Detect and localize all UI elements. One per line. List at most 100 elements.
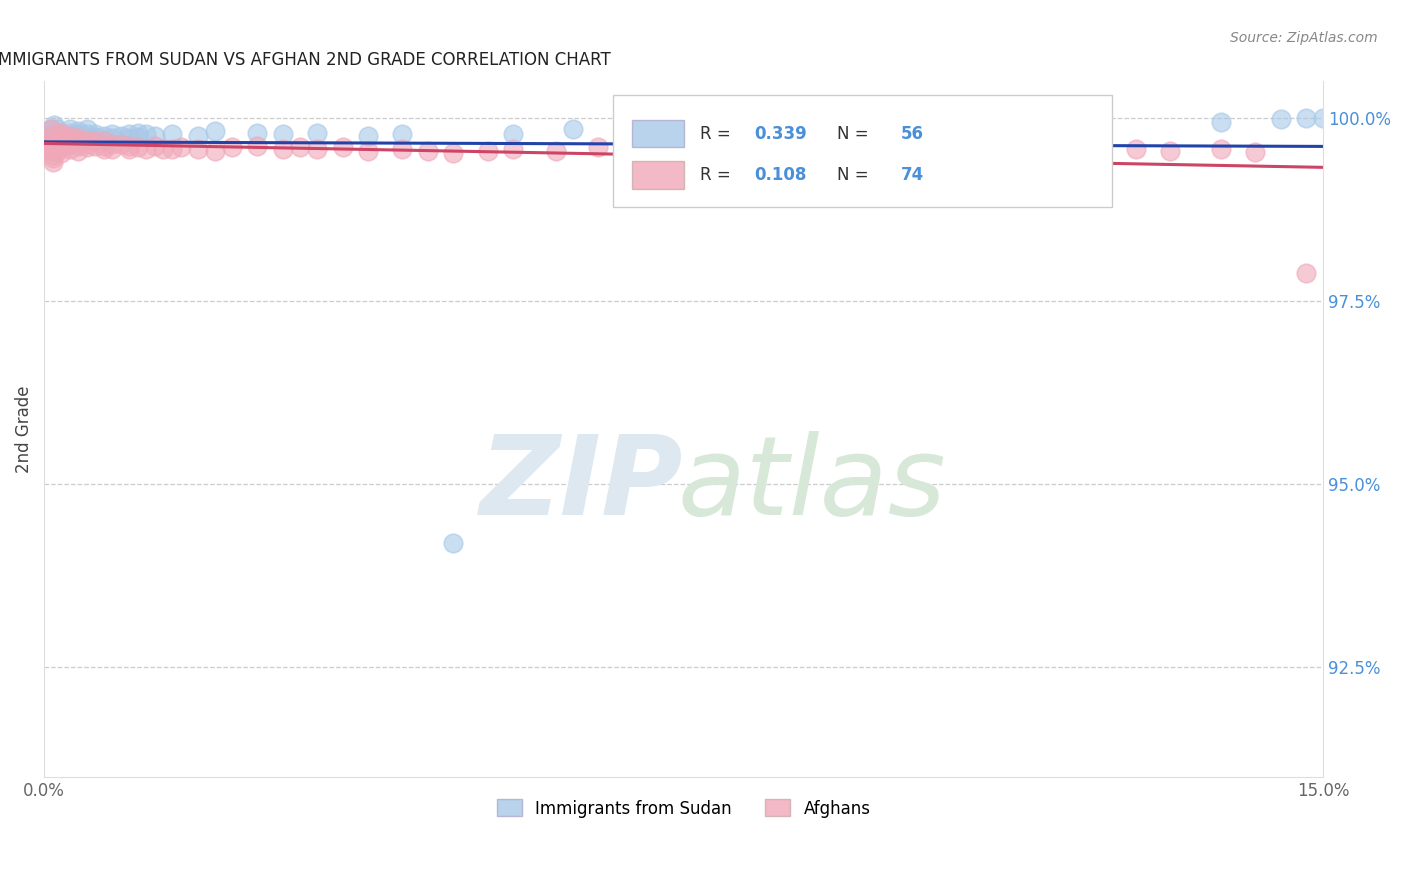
Point (783, 144, 806, 158)
Point (110, 136, 132, 151)
Text: R =: R = (700, 125, 737, 143)
Point (127, 130, 149, 145)
Point (271, 127, 294, 141)
Point (647, 145, 669, 159)
Point (93, 133, 115, 147)
Point (84, 138, 107, 153)
Point (59, 136, 82, 151)
Text: 74: 74 (901, 166, 924, 185)
Point (51, 142, 73, 156)
Point (76, 140, 98, 154)
Point (84, 130, 107, 145)
Point (613, 142, 636, 156)
Point (101, 136, 124, 151)
Point (39, 122, 62, 136)
Point (143, 129, 166, 144)
Point (51, 134, 73, 148)
Point (332, 140, 354, 154)
Point (246, 126, 269, 140)
Point (246, 138, 269, 153)
Point (51, 129, 73, 144)
Text: atlas: atlas (678, 431, 946, 538)
Point (44, 129, 66, 144)
Point (67, 124, 90, 138)
Point (118, 131, 141, 145)
Point (1295, 266, 1317, 280)
Point (1312, 111, 1334, 125)
Text: IMMIGRANTS FROM SUDAN VS AFGHAN 2ND GRADE CORRELATION CHART: IMMIGRANTS FROM SUDAN VS AFGHAN 2ND GRAD… (0, 51, 610, 69)
Bar (633, 120, 683, 147)
Point (41, 147, 63, 161)
Point (101, 127, 124, 141)
Point (59, 126, 82, 140)
Point (51, 133, 73, 147)
Point (187, 128, 209, 143)
Point (160, 142, 183, 156)
Point (93, 138, 115, 153)
Point (502, 142, 524, 156)
Y-axis label: 2nd Grade: 2nd Grade (15, 385, 32, 473)
Point (84, 134, 107, 148)
Point (655, 169, 678, 184)
Text: N =: N = (837, 166, 875, 185)
Point (127, 140, 149, 154)
Point (67, 131, 90, 145)
Point (76, 127, 98, 141)
Point (51, 126, 73, 140)
Point (733, 142, 755, 156)
Point (271, 142, 294, 156)
Point (391, 127, 413, 141)
Point (561, 122, 583, 136)
Point (135, 127, 157, 141)
Text: ZIP: ZIP (479, 431, 683, 538)
Text: 0.339: 0.339 (754, 125, 807, 143)
Point (187, 142, 209, 156)
Point (67, 127, 90, 141)
Point (67, 131, 90, 145)
Point (697, 140, 720, 154)
Point (928, 144, 950, 158)
Point (41, 144, 63, 158)
Point (733, 127, 755, 141)
Point (41, 126, 63, 140)
Point (76, 122, 98, 136)
Point (143, 138, 166, 153)
Point (869, 153, 891, 168)
Point (41, 144, 63, 158)
Point (169, 140, 191, 154)
Point (1056, 145, 1078, 159)
Text: R =: R = (700, 166, 737, 185)
Point (51, 136, 73, 151)
Text: 0.108: 0.108 (754, 166, 807, 185)
Text: N =: N = (837, 125, 875, 143)
Point (67, 138, 90, 153)
Point (110, 128, 132, 143)
Point (93, 128, 115, 143)
Point (953, 169, 976, 184)
Point (51, 129, 73, 144)
Point (39, 122, 62, 136)
Point (59, 129, 82, 144)
Point (59, 134, 82, 148)
Point (84, 127, 107, 141)
Point (41, 133, 63, 147)
Point (76, 131, 98, 145)
Point (101, 142, 124, 156)
Point (118, 127, 141, 141)
Point (288, 140, 311, 154)
Point (67, 144, 90, 158)
Point (41, 133, 63, 147)
Point (118, 138, 141, 153)
Point (305, 142, 328, 156)
Point (41, 136, 63, 151)
Point (44, 118, 66, 132)
Point (416, 144, 439, 158)
Legend: Immigrants from Sudan, Afghans: Immigrants from Sudan, Afghans (491, 793, 877, 824)
Point (59, 133, 82, 147)
Point (1244, 145, 1267, 159)
Point (588, 140, 610, 154)
Point (59, 122, 82, 136)
Point (1209, 114, 1232, 128)
Point (953, 146, 976, 161)
Point (1159, 144, 1181, 158)
